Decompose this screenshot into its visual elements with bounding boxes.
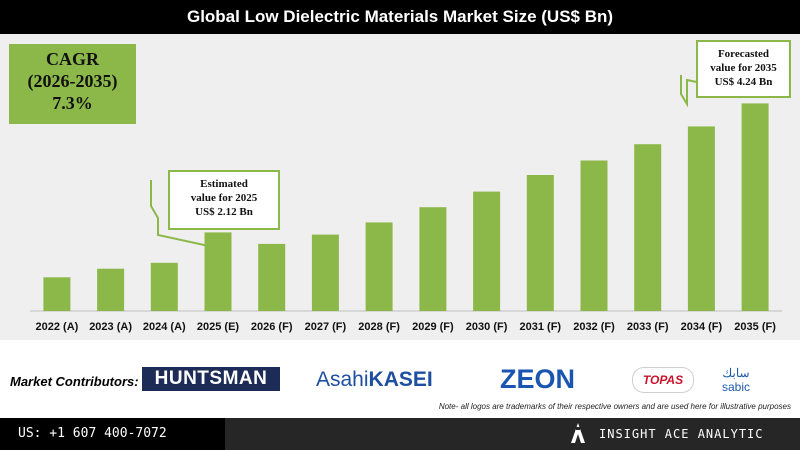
- x-tick-label: 2026 (F): [251, 321, 293, 333]
- sabic-logo: سابك sabic: [722, 366, 750, 394]
- bar-chart: 2022 (A) 2023 (A) 2024 (A) 2025 (E) 2026 (F)…: [30, 75, 782, 333]
- huntsman-logo: HUNTSMAN: [142, 367, 280, 391]
- chart-title: Global Low Dielectric Materials Market S…: [0, 0, 800, 34]
- callout-2025-leader: [150, 180, 219, 249]
- brand-logo-icon: [571, 423, 585, 443]
- bar-2033 (F): [634, 144, 662, 311]
- bar-2032 (F): [580, 160, 608, 311]
- callout-2025: Estimated value for 2025 US$ 2.12 Bn: [168, 170, 280, 230]
- x-tick-label: 2029 (F): [412, 321, 454, 333]
- kasei-logo-part: KASEI: [368, 368, 433, 391]
- bar-2034 (F): [687, 126, 715, 312]
- cagr-label: CAGR: [46, 49, 99, 69]
- footer-brand: INSIGHT ACE ANALYTIC: [225, 418, 800, 450]
- footer-phone: US: +1 607 400-7072: [0, 418, 225, 450]
- bar-2029 (F): [419, 207, 447, 311]
- x-tick-label: 2030 (F): [466, 321, 508, 333]
- callout-2035-line3: US$ 4.24 Bn: [714, 76, 773, 88]
- bar-2024 (A): [150, 262, 178, 311]
- sabic-latin-text: sabic: [722, 380, 751, 394]
- bar-2030 (F): [473, 191, 501, 311]
- x-tick-label: 2035 (F): [734, 321, 776, 333]
- x-tick-label: 2028 (F): [358, 321, 400, 333]
- bar-2023 (A): [97, 268, 125, 311]
- trademark-note: Note- all logos are trademarks of their …: [438, 402, 791, 411]
- bar-2031 (F): [526, 175, 554, 311]
- bar-2025 (E): [204, 232, 232, 311]
- market-contributors-label: Market Contributors:: [10, 374, 139, 389]
- bar-2028 (F): [365, 222, 393, 311]
- x-tick-label: 2024 (A): [143, 321, 186, 333]
- x-tick-label: 2032 (F): [573, 321, 615, 333]
- callout-2035-line1: Forecasted: [717, 48, 770, 60]
- zeon-logo: ZEON: [500, 364, 576, 394]
- asahi-kasei-logo: AsahiKASEI: [316, 367, 433, 393]
- callout-2025-line1: Estimated: [200, 178, 248, 190]
- callout-2035: Forecasted value for 2035 US$ 4.24 Bn: [696, 40, 791, 98]
- bar-2022 (A): [43, 277, 71, 311]
- callout-2035-line2: value for 2035: [710, 62, 777, 74]
- x-tick-label: 2031 (F): [520, 321, 562, 333]
- bar-2027 (F): [311, 234, 339, 311]
- sabic-arabic-text: سابك: [722, 366, 750, 380]
- x-tick-label: 2034 (F): [681, 321, 723, 333]
- x-tick-label: 2022 (A): [36, 321, 79, 333]
- cagr-box: CAGR (2026-2035) 7.3%: [9, 44, 136, 124]
- x-tick-label: 2023 (A): [89, 321, 132, 333]
- bar-2035 (F): [741, 103, 769, 312]
- cagr-value: 7.3%: [52, 93, 93, 113]
- callout-2025-line2: value for 2025: [190, 192, 258, 204]
- x-tick-label: 2033 (F): [627, 321, 669, 333]
- cagr-period: (2026-2035): [27, 71, 118, 91]
- bar-2026 (F): [258, 243, 286, 311]
- topas-logo: TOPAS: [632, 367, 694, 393]
- x-tick-label: 2025 (E): [197, 321, 240, 333]
- x-tick-label: 2027 (F): [305, 321, 347, 333]
- asahi-logo-part: Asahi: [316, 368, 369, 391]
- callout-2025-line3: US$ 2.12 Bn: [195, 206, 253, 218]
